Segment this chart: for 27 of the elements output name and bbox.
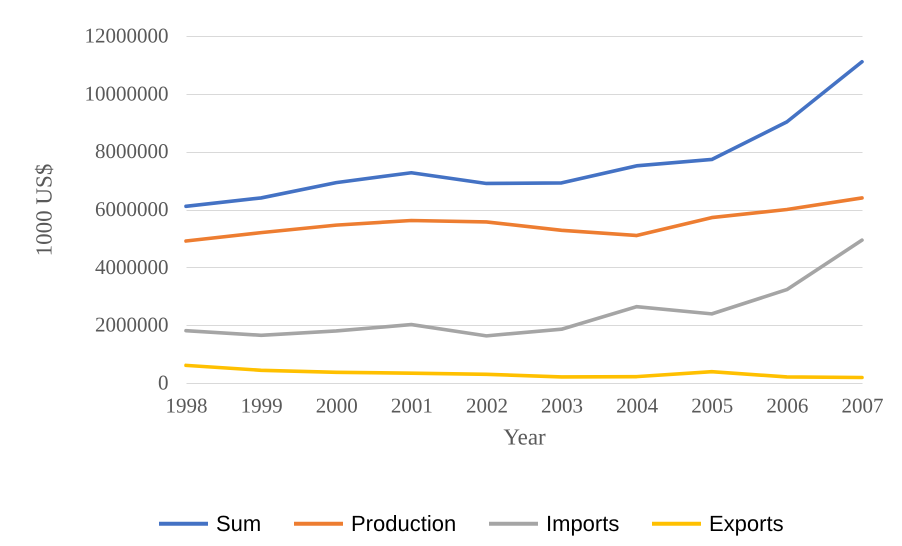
x-tick-label: 2007 [842, 394, 884, 418]
x-axis-title: Year [503, 424, 546, 450]
x-tick-label: 2005 [691, 394, 734, 418]
y-tick-label: 12000000 [84, 24, 168, 48]
y-tick-label: 10000000 [84, 81, 168, 106]
x-tick-label: 1999 [240, 394, 283, 418]
y-tick-label: 0 [158, 370, 168, 394]
legend-label: Exports [709, 510, 784, 536]
x-tick-label: 2004 [616, 394, 659, 418]
y-tick-label: 8000000 [95, 139, 168, 164]
line-series [184, 196, 864, 243]
line-series [184, 238, 864, 338]
x-tick-label: 2002 [466, 394, 508, 418]
x-tick-label: 2000 [316, 394, 358, 418]
x-tick-label: 1998 [166, 394, 208, 418]
y-tick-label: 2000000 [95, 312, 168, 337]
y-tick-label: 4000000 [95, 254, 168, 279]
x-tick-label: 2006 [766, 394, 808, 418]
line-series [184, 60, 864, 208]
x-tick-label: 2001 [390, 394, 433, 418]
legend-label: Production [351, 510, 456, 536]
x-tick-label: 2003 [541, 394, 584, 418]
y-tick-label: 6000000 [95, 197, 168, 221]
legend-label: Imports [546, 510, 620, 536]
line-series [184, 364, 864, 380]
legend-label: Sum [216, 510, 262, 536]
y-axis-title: 1000 US$ [32, 164, 56, 256]
